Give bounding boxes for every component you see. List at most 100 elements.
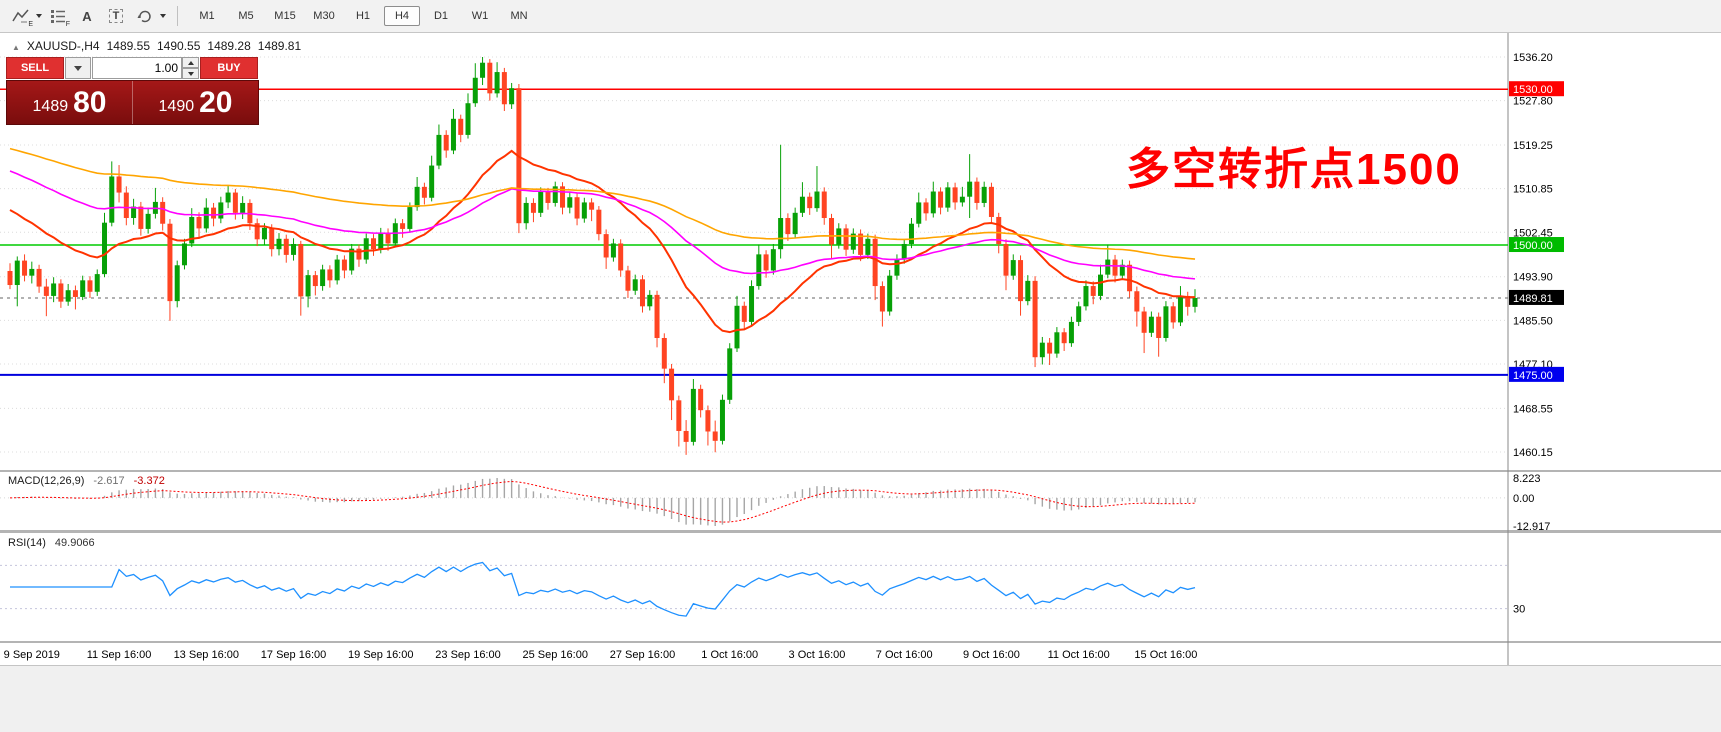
- svg-text:27 Sep 16:00: 27 Sep 16:00: [610, 649, 675, 661]
- timeframe-m30[interactable]: M30: [313, 10, 335, 22]
- timeframe-h1[interactable]: H1: [355, 10, 371, 22]
- volume-field-wrap: [92, 57, 199, 79]
- svg-text:3 Oct 16:00: 3 Oct 16:00: [789, 649, 846, 661]
- macd-axis-labels: 8.223 0.00 -12.917: [1513, 473, 1550, 533]
- ma-fast-red: [9, 149, 1196, 334]
- icon-sub-letter: F: [65, 21, 70, 28]
- rsi-panel-label: RSI(14) 49.9066: [8, 537, 95, 549]
- chevron-down-icon: [74, 65, 82, 71]
- svg-text:30: 30: [1513, 604, 1525, 616]
- timeframe-m5[interactable]: M5: [238, 10, 254, 22]
- icon-sub-letter: E: [28, 21, 33, 28]
- volume-increase-button[interactable]: [182, 57, 199, 68]
- svg-text:11 Oct 16:00: 11 Oct 16:00: [1048, 649, 1110, 661]
- time-axis-labels: 9 Sep 2019 11 Sep 16:00 13 Sep 16:00 17 Sep…: [4, 649, 1198, 661]
- svg-text:15 Oct 16:00: 15 Oct 16:00: [1134, 649, 1197, 661]
- svg-text:8.223: 8.223: [1513, 473, 1541, 485]
- top-toolbar: E F A T M1 M5 M15 M30 H1 H4 D1 W1 MN: [0, 0, 1721, 33]
- toolbar-separator: [177, 6, 178, 26]
- bid-pip-digits: 80: [73, 85, 107, 119]
- chevron-up-icon: [187, 60, 194, 65]
- rsi-line: [10, 561, 1196, 617]
- quote-open: 1489.55: [106, 39, 150, 53]
- svg-text:19 Sep 16:00: 19 Sep 16:00: [348, 649, 413, 661]
- rsi-value: 49.9066: [54, 537, 95, 549]
- ma-lines: [9, 147, 1196, 334]
- cycles-icon[interactable]: [132, 4, 158, 28]
- bid-ask-display: 1489 80 1490 20: [6, 80, 259, 125]
- draw-objects-icon[interactable]: E: [8, 4, 34, 28]
- volume-input[interactable]: [92, 57, 182, 79]
- order-controls-row: SELL BUY: [6, 57, 259, 79]
- text-label-icon[interactable]: T: [103, 4, 129, 28]
- quote-header: ▲ XAUUSD-,H4 1489.55 1490.55 1489.28 148…: [12, 39, 301, 53]
- price-axis-labels: 1536.20 1527.80 1519.25 1510.85 1502.45 1493.…: [1513, 52, 1553, 459]
- list-grid-icon: [51, 10, 65, 23]
- svg-text:7 Oct 16:00: 7 Oct 16:00: [876, 649, 933, 661]
- svg-text:1527.80: 1527.80: [1513, 96, 1553, 108]
- cycle-arrows-icon: [137, 10, 151, 23]
- svg-text:9 Oct 16:00: 9 Oct 16:00: [963, 649, 1020, 661]
- svg-text:13 Sep 16:00: 13 Sep 16:00: [174, 649, 239, 661]
- bid-main-digits: 1489: [32, 98, 69, 115]
- volume-stepper: [182, 57, 199, 79]
- zigzag-chart-icon: [12, 9, 29, 23]
- macd-panel-label: MACD(12,26,9) -2.617 -3.372: [8, 475, 165, 487]
- chart-annotation-text: 多空转折点1500: [1126, 145, 1462, 194]
- svg-text:1489.81: 1489.81: [1513, 293, 1553, 305]
- timeframe-h4[interactable]: H4: [384, 6, 420, 26]
- svg-text:1485.50: 1485.50: [1513, 315, 1553, 327]
- svg-text:1493.90: 1493.90: [1513, 272, 1553, 284]
- quote-close: 1489.81: [257, 39, 302, 53]
- svg-text:1510.85: 1510.85: [1513, 184, 1553, 196]
- timeframe-d1[interactable]: D1: [433, 10, 449, 22]
- svg-text:1502.45: 1502.45: [1513, 227, 1553, 239]
- svg-text:9 Sep 2019: 9 Sep 2019: [4, 649, 60, 661]
- timeframe-m15[interactable]: M15: [274, 10, 296, 22]
- ask-pip-digits: 20: [199, 85, 233, 119]
- buy-button[interactable]: BUY: [200, 57, 258, 79]
- macd-signal-value: -3.372: [133, 475, 165, 487]
- ma-slow-orange: [9, 147, 1196, 260]
- svg-text:1460.15: 1460.15: [1513, 447, 1553, 459]
- svg-text:1468.55: 1468.55: [1513, 403, 1553, 415]
- timeframe-m1[interactable]: M1: [199, 10, 215, 22]
- tick-direction-icon: ▲: [12, 43, 20, 52]
- ask-price-button[interactable]: 1490 20: [133, 81, 258, 124]
- cycles-dropdown-icon[interactable]: [160, 14, 166, 18]
- svg-text:-12.917: -12.917: [1513, 521, 1550, 533]
- sell-button[interactable]: SELL: [6, 57, 64, 79]
- bid-ask-divider: [132, 81, 133, 124]
- macd-signal-line: [9, 480, 1196, 523]
- ask-main-digits: 1490: [158, 98, 195, 115]
- svg-text:0.00: 0.00: [1513, 493, 1534, 505]
- price-axis-badges: 1530.00 1500.00 1489.81 1475.00: [1509, 81, 1564, 382]
- timeframe-w1[interactable]: W1: [471, 10, 489, 22]
- timeframe-mn[interactable]: MN: [510, 10, 528, 22]
- macd-histogram: [16, 478, 1196, 526]
- svg-text:25 Sep 16:00: 25 Sep 16:00: [523, 649, 588, 661]
- order-type-dropdown[interactable]: [65, 57, 91, 79]
- svg-text:1500.00: 1500.00: [1513, 240, 1553, 252]
- bid-price-button[interactable]: 1489 80: [7, 81, 132, 124]
- svg-text:1536.20: 1536.20: [1513, 52, 1553, 64]
- rsi-axis-labels: 30: [1513, 604, 1525, 616]
- symbol-timeframe: XAUUSD-,H4: [26, 39, 100, 53]
- svg-text:1519.25: 1519.25: [1513, 140, 1553, 152]
- one-click-trading-panel: SELL BUY 1489 80 1490 20: [6, 57, 259, 125]
- svg-text:23 Sep 16:00: 23 Sep 16:00: [435, 649, 500, 661]
- template-icon[interactable]: F: [45, 4, 71, 28]
- ma-mid-magenta: [9, 170, 1196, 280]
- volume-decrease-button[interactable]: [182, 68, 199, 79]
- draw-objects-dropdown-icon[interactable]: [36, 14, 42, 18]
- svg-text:1475.00: 1475.00: [1513, 370, 1553, 382]
- text-annotation-icon[interactable]: A: [82, 8, 92, 24]
- macd-title: MACD(12,26,9): [8, 475, 85, 487]
- svg-text:1530.00: 1530.00: [1513, 84, 1553, 96]
- svg-text:1 Oct 16:00: 1 Oct 16:00: [701, 649, 758, 661]
- macd-main-value: -2.617: [93, 475, 125, 487]
- svg-text:17 Sep 16:00: 17 Sep 16:00: [261, 649, 326, 661]
- quote-high: 1490.55: [157, 39, 201, 53]
